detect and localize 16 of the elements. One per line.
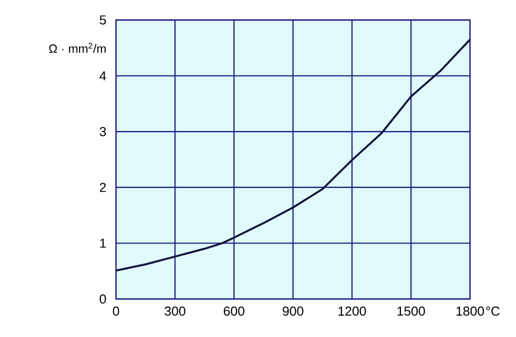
x-tick-label: 0	[112, 306, 120, 316]
y-tick-label: 2	[100, 182, 106, 192]
y-tick-label: 0	[100, 294, 106, 304]
y-tick-label: 1	[100, 238, 106, 248]
x-tick-label: 1500	[398, 306, 425, 316]
x-tick-label: 900	[282, 306, 304, 316]
x-tick-label: 1800	[456, 306, 484, 316]
x-axis-title: °C	[486, 306, 500, 316]
y-tick-label: 4	[100, 71, 106, 80]
x-tick-label: 1200	[338, 306, 366, 316]
y-axis-title: Ω · mm$^{2}$/m	[49, 42, 106, 53]
x-tick-label: 600	[224, 306, 244, 316]
y-tick-label: 3	[100, 126, 106, 136]
y-tick-label: 5	[100, 15, 106, 25]
x-tick-label: 300	[164, 306, 186, 316]
line-series	[116, 38, 470, 272]
